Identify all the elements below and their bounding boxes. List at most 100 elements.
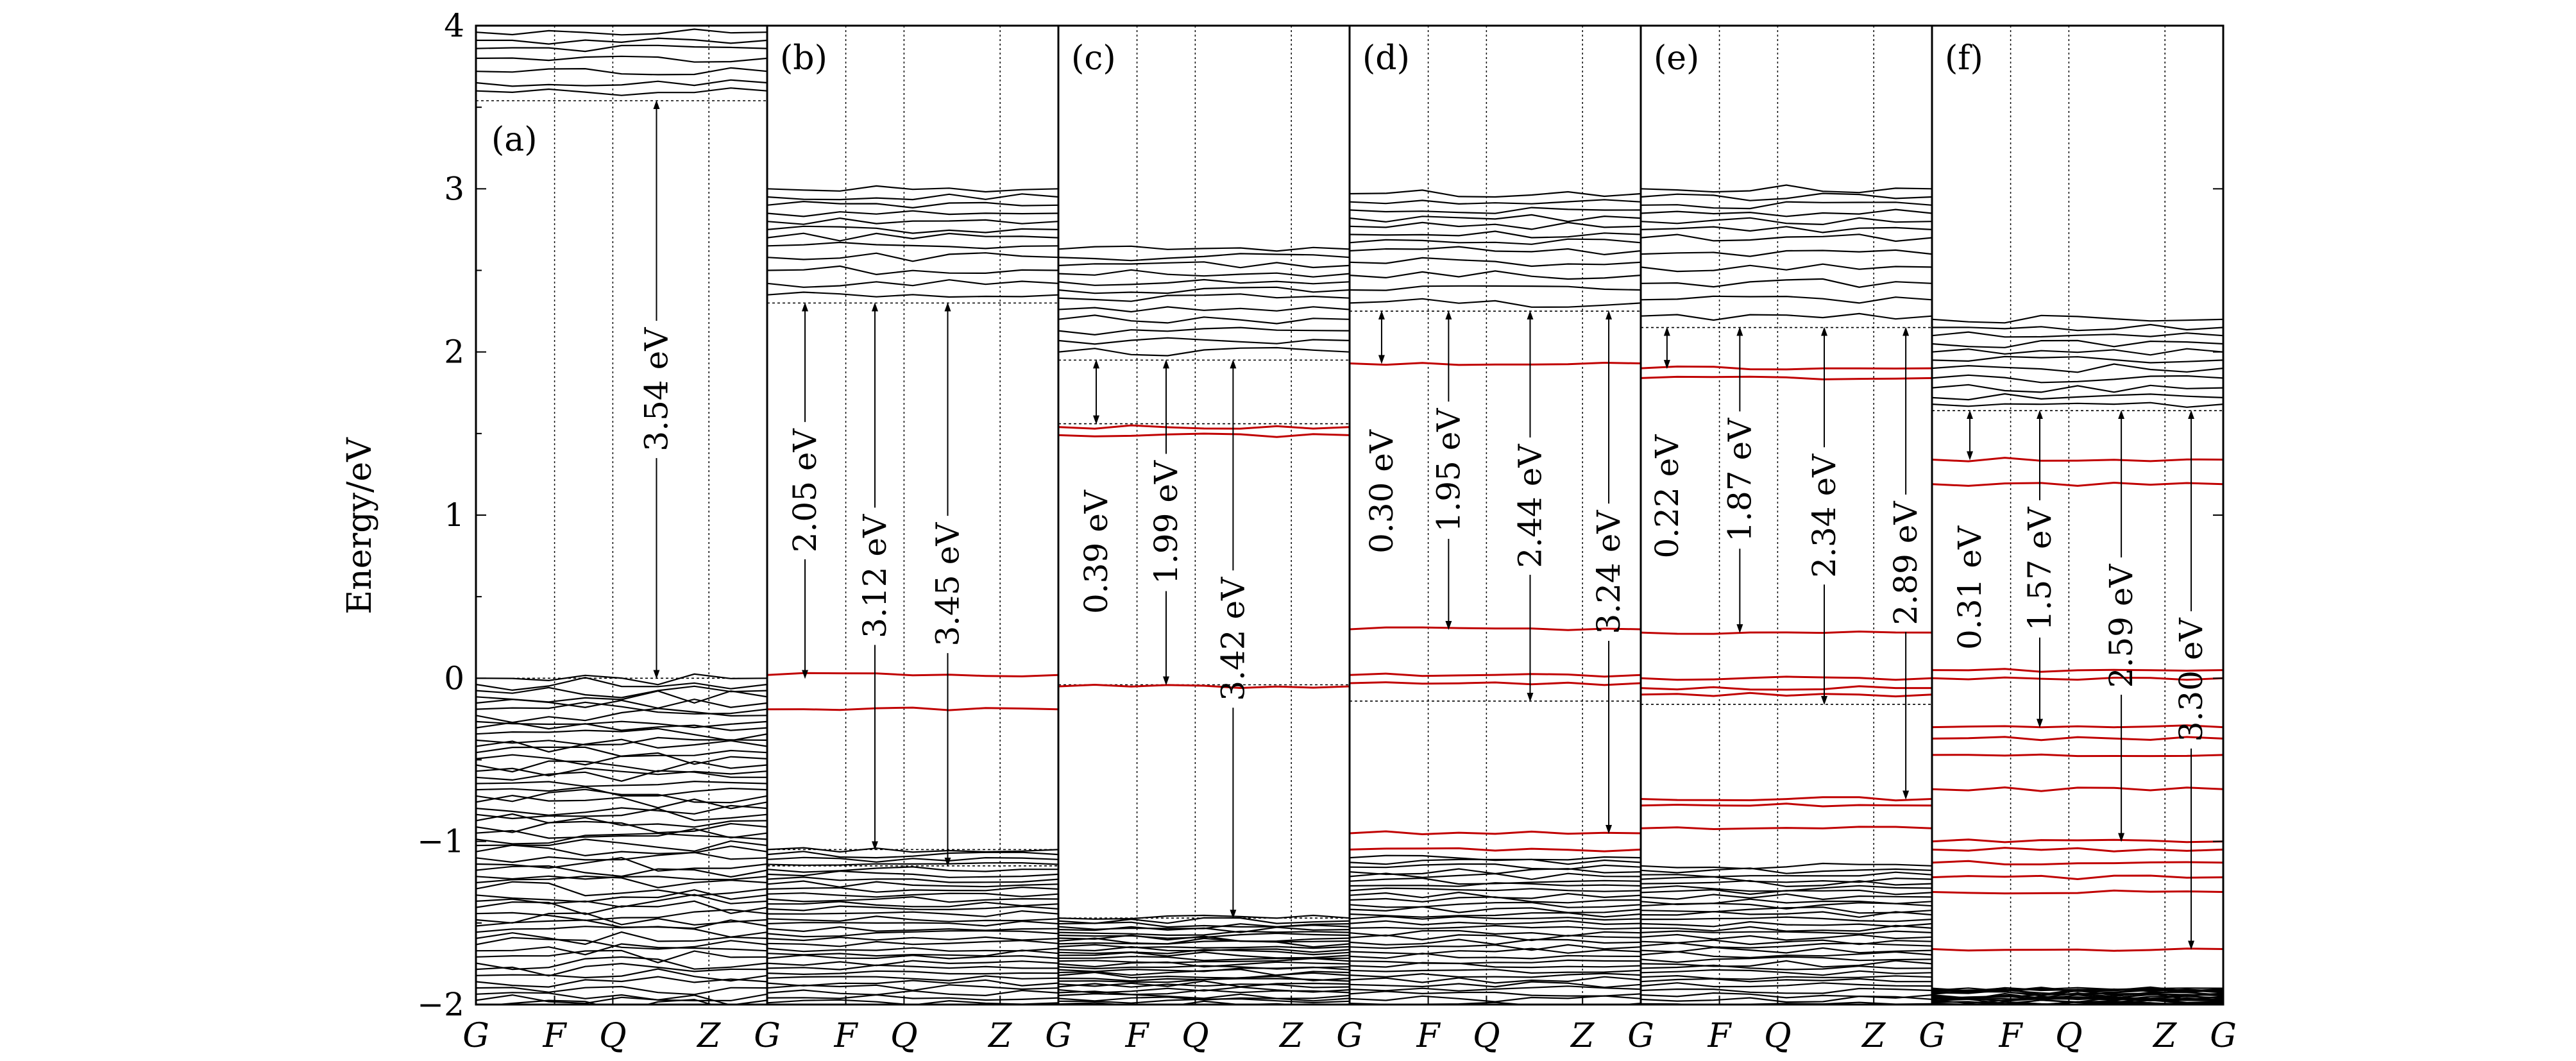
- valence-band: [1641, 946, 1932, 954]
- k-point-label: F: [834, 1017, 859, 1055]
- valence-band: [1641, 888, 1932, 895]
- valence-band: [1350, 972, 1641, 978]
- defect-level: [1932, 786, 2223, 792]
- valence-band: [1641, 964, 1932, 971]
- valence-band: [476, 838, 767, 853]
- valence-band: [476, 820, 767, 834]
- valence-band: [1932, 1009, 2223, 1014]
- conduction-band: [767, 225, 1058, 234]
- gap-label: 3.30 eV: [2173, 618, 2210, 742]
- valence-band: [1350, 882, 1641, 887]
- gap-label: 3.54 eV: [638, 327, 675, 452]
- conduction-band: [1932, 402, 2223, 408]
- valence-band: [476, 844, 767, 857]
- valence-band: [476, 881, 767, 897]
- conduction-band: [767, 200, 1058, 209]
- conduction-band: [476, 55, 767, 63]
- gap-label: 3.45 eV: [929, 522, 966, 647]
- valence-band: [1350, 887, 1641, 892]
- conduction-band: [1932, 331, 2223, 338]
- valence-band: [476, 804, 767, 817]
- panel-d: 0.30 eV 1.95 eV 2.44 eV 3.24 eV (d): [1348, 24, 1642, 1006]
- conduction-band: [1350, 298, 1641, 308]
- conduction-band: [1932, 374, 2223, 384]
- panel-content: [1932, 26, 2223, 1014]
- k-point-label: G: [1627, 1017, 1654, 1055]
- k-point-label: G: [754, 1017, 781, 1055]
- valence-band: [767, 880, 1058, 888]
- conduction-band: [476, 44, 767, 53]
- panel-label: (f): [1945, 39, 1983, 78]
- valence-band: [767, 926, 1058, 933]
- valence-band: [1932, 1007, 2223, 1012]
- valence-band: [1058, 996, 1350, 1002]
- valence-band: [1641, 956, 1932, 963]
- k-point-label: F: [543, 1017, 568, 1055]
- conduction-band: [1058, 278, 1350, 286]
- gap-label: 1.95 eV: [1430, 408, 1467, 532]
- valence-band: [476, 760, 767, 773]
- valence-band: [767, 862, 1058, 866]
- gap-label: 2.34 eV: [1806, 454, 1843, 578]
- defect-level: [1932, 838, 2223, 844]
- valence-band: [1058, 949, 1350, 956]
- conduction-band: [1641, 295, 1932, 304]
- valence-band: [1641, 987, 1932, 994]
- k-point-label: F: [1125, 1017, 1150, 1055]
- conduction-band: [476, 28, 767, 36]
- conduction-band: [476, 67, 767, 76]
- valence-band: [476, 786, 767, 797]
- conduction-band: [1058, 306, 1350, 313]
- defect-level: [1932, 676, 2223, 681]
- k-point-label: F: [1999, 1017, 2024, 1055]
- defect-level: [1932, 481, 2223, 487]
- valence-band: [1350, 858, 1641, 865]
- gap-label: 2.05 eV: [786, 428, 824, 552]
- defect-level: [1350, 672, 1641, 678]
- valence-band: [767, 892, 1058, 898]
- gap-label: 3.24 eV: [1590, 510, 1627, 634]
- y-tick-label: 3: [444, 170, 464, 207]
- valence-band: [1350, 962, 1641, 969]
- valence-band: [1058, 989, 1350, 996]
- valence-band: [1058, 944, 1350, 949]
- valence-band: [1058, 937, 1350, 945]
- y-tick-label: 0: [444, 659, 464, 697]
- conduction-band: [767, 265, 1058, 276]
- valence-band: [767, 930, 1058, 938]
- defect-level: [1350, 361, 1641, 366]
- valence-band: [1641, 942, 1932, 949]
- valence-band: [476, 720, 767, 729]
- valence-band: [767, 936, 1058, 942]
- valence-band: [476, 912, 767, 926]
- valence-band: [767, 975, 1058, 981]
- conduction-band: [1058, 314, 1350, 325]
- valence-band: [1058, 932, 1350, 939]
- valence-band: [476, 976, 767, 988]
- k-point-label: Q: [2055, 1017, 2083, 1055]
- panel-e: 0.22 eV 1.87 eV 2.34 eV 2.89 eV (e): [1640, 24, 1933, 1006]
- gap-label: 0.31 eV: [1951, 525, 1988, 650]
- valence-band: [476, 875, 767, 888]
- valence-band: [767, 910, 1058, 917]
- defect-level: [1058, 432, 1350, 438]
- valence-band: [1641, 930, 1932, 935]
- defect-level: [1932, 947, 2223, 952]
- conduction-band: [476, 4, 767, 10]
- valence-band: [1932, 995, 2223, 1001]
- valence-band: [1058, 997, 1350, 1004]
- y-tick-label: −2: [417, 986, 464, 1023]
- valence-band: [1350, 915, 1641, 921]
- valence-band: [1350, 938, 1641, 946]
- valence-band: [476, 894, 767, 908]
- k-point-label: Q: [890, 1017, 918, 1055]
- valence-band: [1350, 906, 1641, 913]
- valence-band: [1058, 961, 1350, 968]
- conduction-band: [476, 12, 767, 19]
- k-point-label: Q: [1473, 1017, 1500, 1055]
- conduction-band: [1641, 217, 1932, 226]
- valence-band: [767, 970, 1058, 976]
- valence-band: [1350, 901, 1641, 908]
